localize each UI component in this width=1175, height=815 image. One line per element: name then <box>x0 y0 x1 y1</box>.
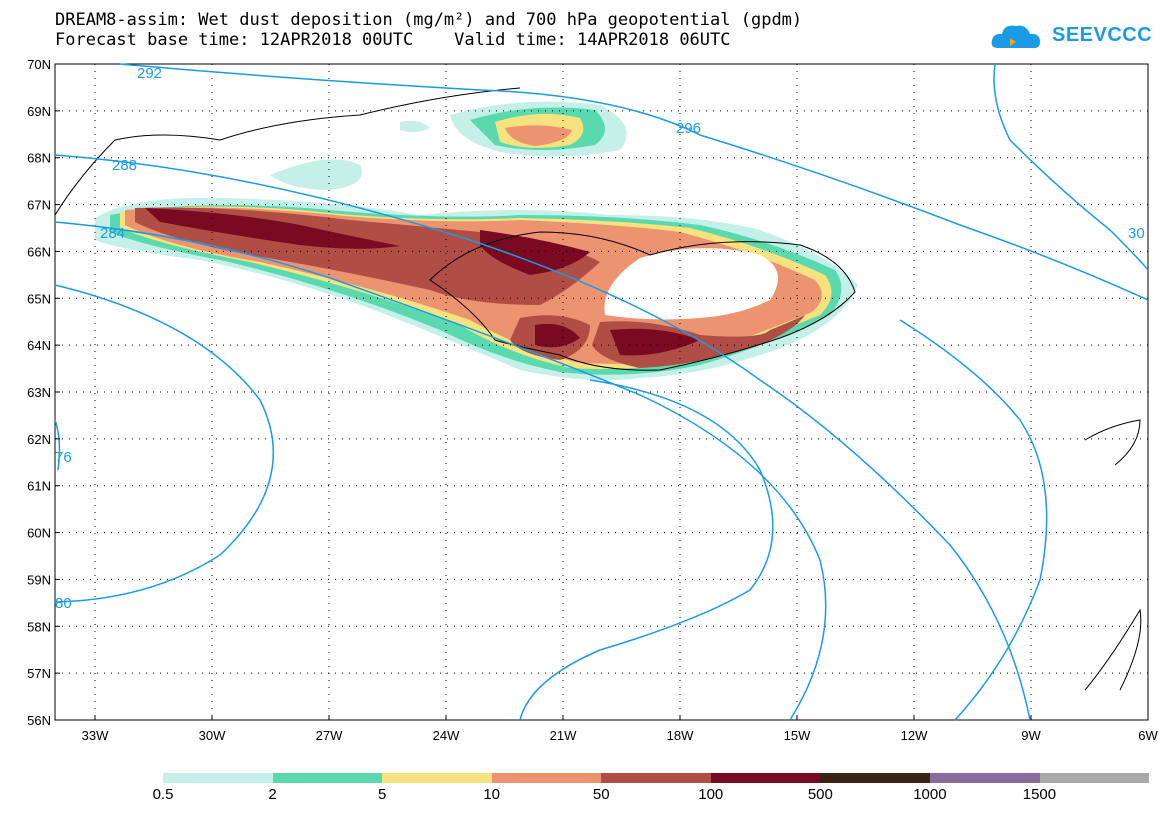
contour-label: 288 <box>112 157 137 174</box>
lon-tick-label: 9W <box>1021 728 1041 743</box>
lon-tick-label: 12W <box>901 728 928 743</box>
lat-gridlines <box>55 110 1148 674</box>
legend-swatch <box>820 773 930 783</box>
lat-tick-label: 67N <box>27 198 51 213</box>
legend-swatch <box>163 773 273 783</box>
chart-title-line2: Forecast base time: 12APR2018 00UTC Vali… <box>55 30 731 50</box>
contour-labels: 292 296 288 284 30 76 80 <box>55 65 1145 612</box>
lat-tick-label: 70N <box>27 57 51 72</box>
color-legend <box>163 773 1150 783</box>
lon-axis: 33W 30W 27W 24W 21W 18W 15W 12W 9W 6W <box>82 715 1158 743</box>
legend-swatch <box>491 773 602 783</box>
lon-tick-label: 27W <box>316 728 343 743</box>
lon-tick-label: 24W <box>433 728 460 743</box>
lat-tick-label: 63N <box>27 385 51 400</box>
lon-tick-label: 6W <box>1138 728 1158 743</box>
lon-tick-label: 33W <box>82 728 109 743</box>
contour-label: 30 <box>1128 225 1145 242</box>
lon-tick-label: 15W <box>784 728 811 743</box>
lat-tick-label: 57N <box>27 666 51 681</box>
legend-swatch <box>601 773 711 783</box>
legend-label: 5 <box>377 786 387 803</box>
cloud-icon <box>991 25 1040 49</box>
lat-tick-label: 68N <box>27 151 51 166</box>
contour-label: 292 <box>137 65 162 82</box>
lat-tick-label: 58N <box>27 619 51 634</box>
lat-tick-label: 62N <box>27 432 51 447</box>
geopotential-contours <box>54 63 1149 721</box>
lat-tick-label: 65N <box>27 291 51 306</box>
map-canvas: 292 296 288 284 30 76 80 70N 69N 68N 67N 66N… <box>27 57 1158 743</box>
legend-label: 50 <box>592 786 610 803</box>
legend-swatch <box>929 773 1040 783</box>
lon-tick-label: 18W <box>667 728 694 743</box>
lat-tick-label: 61N <box>27 479 51 494</box>
legend-swatch <box>382 773 492 783</box>
contour-label: 76 <box>55 449 72 466</box>
legend-label: 10 <box>483 786 500 803</box>
contour-label: 80 <box>55 595 72 612</box>
lat-tick-label: 69N <box>27 104 51 119</box>
lon-gridlines <box>94 64 1032 720</box>
logo-text: SEEVCCC <box>1052 24 1153 46</box>
lat-tick-label: 56N <box>27 713 51 728</box>
lon-tick-label: 30W <box>199 728 226 743</box>
legend-label: 100 <box>698 786 724 803</box>
legend-label: 1500 <box>1022 786 1057 803</box>
legend-label: 0.5 <box>152 786 174 803</box>
lon-tick-label: 21W <box>550 728 577 743</box>
coastline <box>54 87 1142 691</box>
legend-label: 1000 <box>913 786 947 803</box>
lat-tick-label: 59N <box>27 572 51 587</box>
contour-label: 284 <box>100 225 125 242</box>
lat-tick-label: 66N <box>27 244 51 259</box>
contour-label: 296 <box>676 120 701 137</box>
legend-swatch <box>710 773 821 783</box>
chart-title-line1: DREAM8-assim: Wet dust deposition (mg/m²… <box>55 10 803 30</box>
legend-swatch <box>272 773 383 783</box>
legend-swatch <box>1039 773 1150 783</box>
lat-tick-label: 64N <box>27 338 51 353</box>
dust-deposition-field <box>95 101 858 381</box>
lat-tick-label: 60N <box>27 526 51 541</box>
legend-label: 500 <box>807 786 833 803</box>
lat-axis: 70N 69N 68N 67N 66N 65N 64N 63N 62N 61N 60N 59N 58N 5… <box>27 57 60 728</box>
legend-label: 2 <box>268 786 277 803</box>
